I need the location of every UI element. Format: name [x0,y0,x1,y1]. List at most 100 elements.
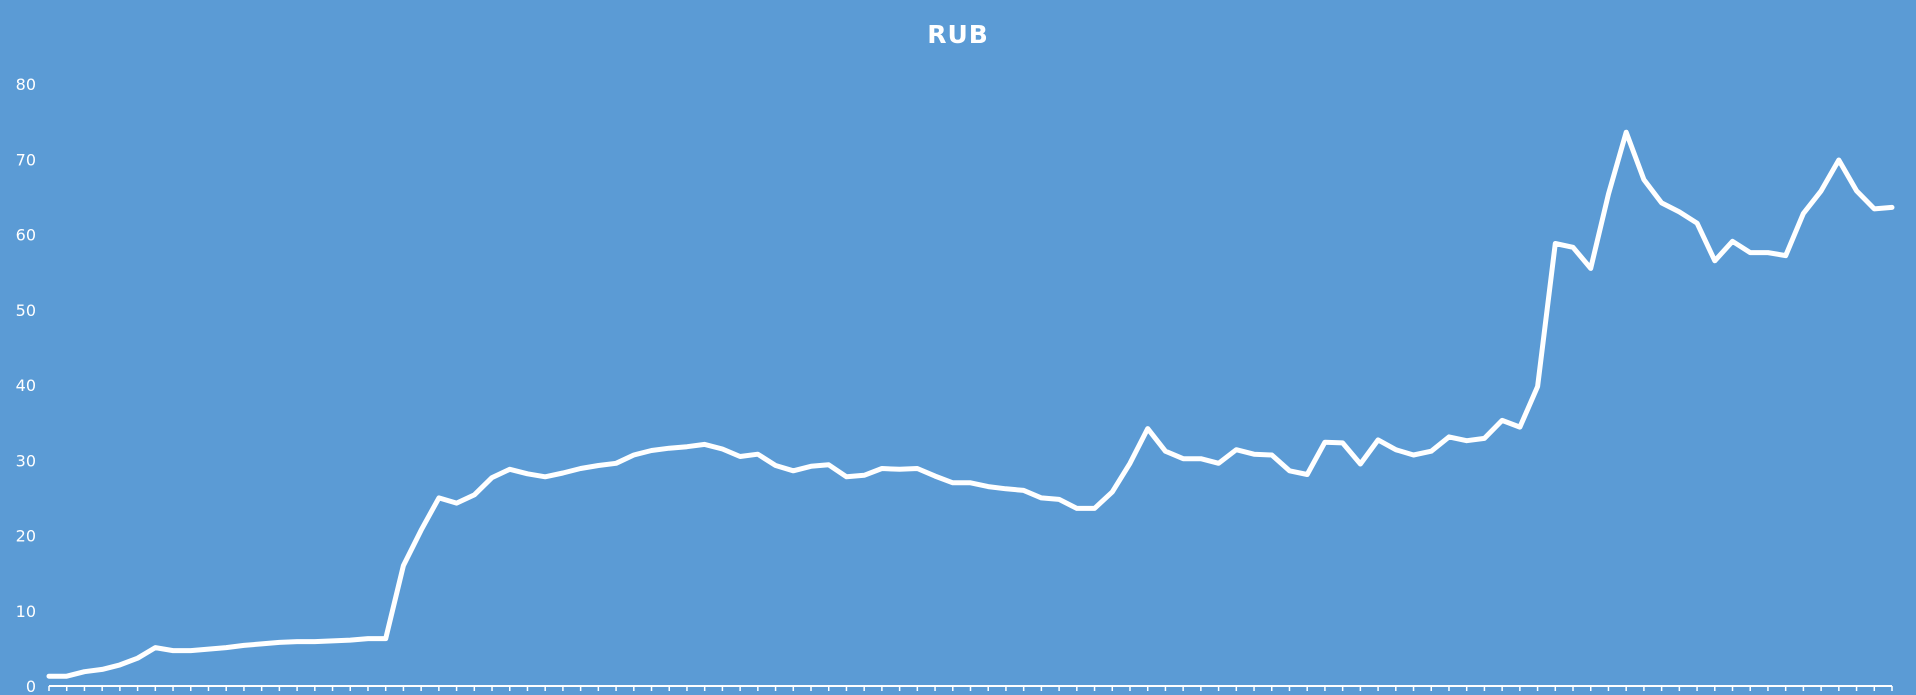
data-point [632,453,635,456]
data-point [508,468,511,471]
y-tick-label: 20 [16,527,36,546]
data-point [1288,469,1291,472]
x-axis [48,685,1893,691]
data-point [792,469,795,472]
data-point [1394,448,1397,451]
y-tick-label: 70 [16,150,36,169]
data-point [1235,448,1238,451]
y-tick-label: 60 [16,226,36,245]
data-point [650,449,653,452]
data-point [1093,507,1096,510]
data-point [934,475,937,478]
data-point [1182,457,1185,460]
y-axis: 0 10 20 30 40 50 60 70 80 [16,75,36,695]
data-point [898,468,901,471]
data-point [685,445,688,448]
data-point [1058,498,1061,501]
data-point [1891,206,1894,209]
data-point [1607,192,1610,195]
data-point [65,675,68,678]
data-point [331,639,334,642]
data-point [1501,419,1504,422]
data-point [756,453,759,456]
data-point [951,481,954,484]
data-point [420,529,423,532]
drop-lines [48,132,1893,686]
data-point [207,648,210,651]
y-tick-label: 80 [16,75,36,94]
data-point [118,663,121,666]
data-point [668,447,671,450]
data-point [1572,246,1575,249]
data-point [1518,426,1521,429]
data-point [1075,507,1078,510]
chart-title: RUB [927,20,989,49]
data-point [1447,435,1450,438]
data-point [1820,189,1823,192]
data-point [1855,189,1858,192]
data-point [703,443,706,446]
data-point [845,475,848,478]
data-point [827,463,830,466]
data-point [455,502,458,505]
data-point [1625,131,1628,134]
data-point [1164,450,1167,453]
data-point [83,670,86,673]
data-point [402,564,405,567]
data-point [615,462,618,465]
data-point [969,481,972,484]
y-tick-label: 0 [26,677,36,695]
data-point [774,464,777,467]
data-point [1199,457,1202,460]
data-point [1270,453,1273,456]
data-point [1253,453,1256,456]
data-point [1713,259,1716,262]
data-point [1483,437,1486,440]
series-line [46,129,1895,679]
data-point [154,646,157,649]
data-point [1040,496,1043,499]
data-point [987,485,990,488]
data-point [1784,254,1787,257]
data-point [136,657,139,660]
data-point [1217,462,1220,465]
data-point [526,472,529,475]
data-point [1554,242,1557,245]
data-point [916,467,919,470]
data-point [1589,267,1592,270]
data-point [1341,441,1344,444]
data-point [349,639,352,642]
data-point [491,476,494,479]
y-tick-label: 50 [16,301,36,320]
data-point [880,467,883,470]
series-group [46,129,1895,679]
data-point [172,649,175,652]
data-point [597,464,600,467]
data-point [1731,240,1734,243]
data-point [561,472,564,475]
y-tick-label: 30 [16,451,36,470]
data-point [1128,462,1131,465]
y-tick-label: 40 [16,376,36,395]
data-point [260,642,263,645]
data-point [1660,201,1663,204]
data-point [810,465,813,468]
data-point [242,644,245,647]
data-point [1377,438,1380,441]
data-point [721,447,724,450]
data-point [1837,159,1840,162]
data-point [1306,473,1309,476]
data-point [1749,251,1752,254]
data-point [189,649,192,652]
data-point [225,646,228,649]
data-point [863,474,866,477]
data-point [101,668,104,671]
data-point [437,496,440,499]
data-point [48,675,51,678]
data-point [544,475,547,478]
data-point [313,640,316,643]
data-point [473,493,476,496]
data-point [1766,251,1769,254]
data-point [1678,210,1681,213]
data-point [1642,178,1645,181]
